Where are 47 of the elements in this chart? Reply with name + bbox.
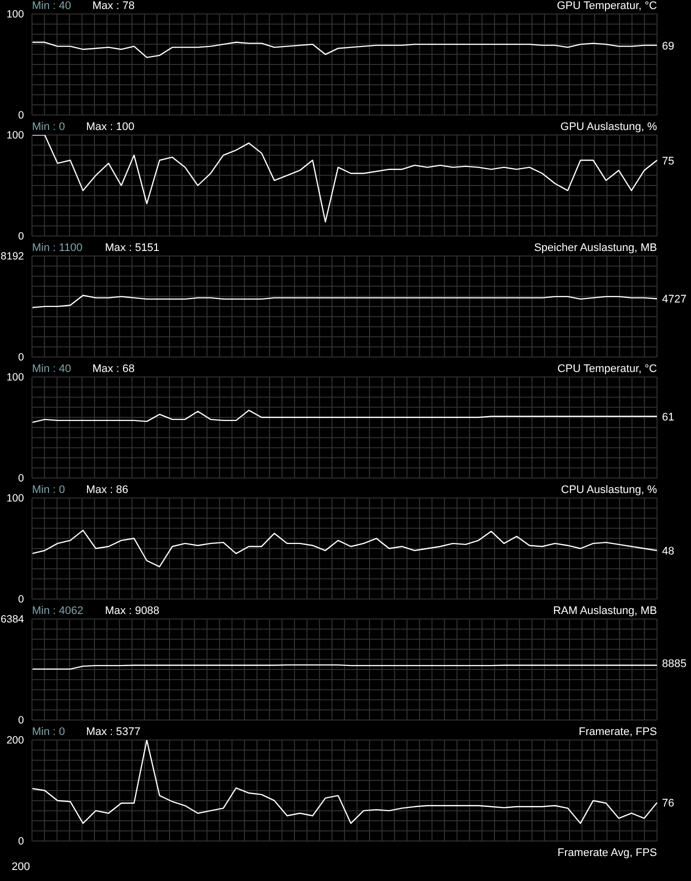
- chart-title: GPU Auslastung, %: [560, 121, 657, 133]
- chart-title: Framerate, FPS: [578, 726, 657, 738]
- y-tick-label: 6384: [0, 614, 24, 626]
- data-label: 4727: [662, 294, 686, 306]
- text: Max : 68: [92, 363, 135, 375]
- data-label: 69: [662, 40, 674, 52]
- text: Min : 40: [32, 0, 72, 12]
- y-tick-label: 100: [6, 492, 24, 505]
- data-label: 61: [662, 411, 674, 424]
- text: Min : 0: [32, 121, 66, 133]
- y-tick-label: 8192: [0, 250, 24, 263]
- text: 8885: [662, 658, 686, 670]
- y-tick-label: 0: [18, 110, 24, 122]
- line-series: [31, 410, 658, 424]
- text: Min : 4062: [32, 605, 84, 617]
- chart-title: Speicher Auslastung, MB: [534, 242, 657, 254]
- data-label: 75: [662, 155, 674, 168]
- line-series: [31, 530, 658, 568]
- data-label: 48: [662, 546, 674, 558]
- y-tick-label: 100: [6, 130, 24, 142]
- chart-title: RAM Auslastung, MB: [553, 605, 657, 617]
- y-tick-label: 0: [18, 472, 24, 485]
- chart-title: CPU Temperatur, °C: [557, 363, 657, 375]
- text: Min : 0: [32, 726, 66, 738]
- chart-title: GPU Temperatur, °C: [556, 0, 657, 12]
- y-tick-label: 0: [18, 836, 24, 848]
- text: Min : 1100: [32, 242, 83, 254]
- text: Max : 5151: [105, 242, 160, 254]
- text: Framerate Avg, FPS: [558, 847, 657, 859]
- line-series: [31, 294, 658, 308]
- line-series: [31, 42, 658, 58]
- y-tick-label: 100: [6, 372, 24, 384]
- text: Max : 5377: [86, 726, 141, 738]
- y-tick-label: 0: [18, 714, 24, 727]
- text: Max : 100: [86, 121, 134, 133]
- chart-title: CPU Auslastung, %: [561, 484, 657, 496]
- y-tick-label: 0: [18, 594, 24, 606]
- y-tick-label: 200: [6, 734, 24, 747]
- text: Max : 9088: [105, 605, 160, 617]
- text: Min : 0: [32, 484, 66, 496]
- text: Min : 40: [32, 363, 72, 375]
- y-tick-label: 0: [18, 352, 24, 364]
- data-label: 76: [662, 798, 674, 810]
- y-tick-label: 100: [6, 8, 24, 21]
- text: Max : 78: [92, 0, 135, 12]
- text: Max : 86: [86, 484, 128, 496]
- y-tick-label: 0: [18, 230, 24, 243]
